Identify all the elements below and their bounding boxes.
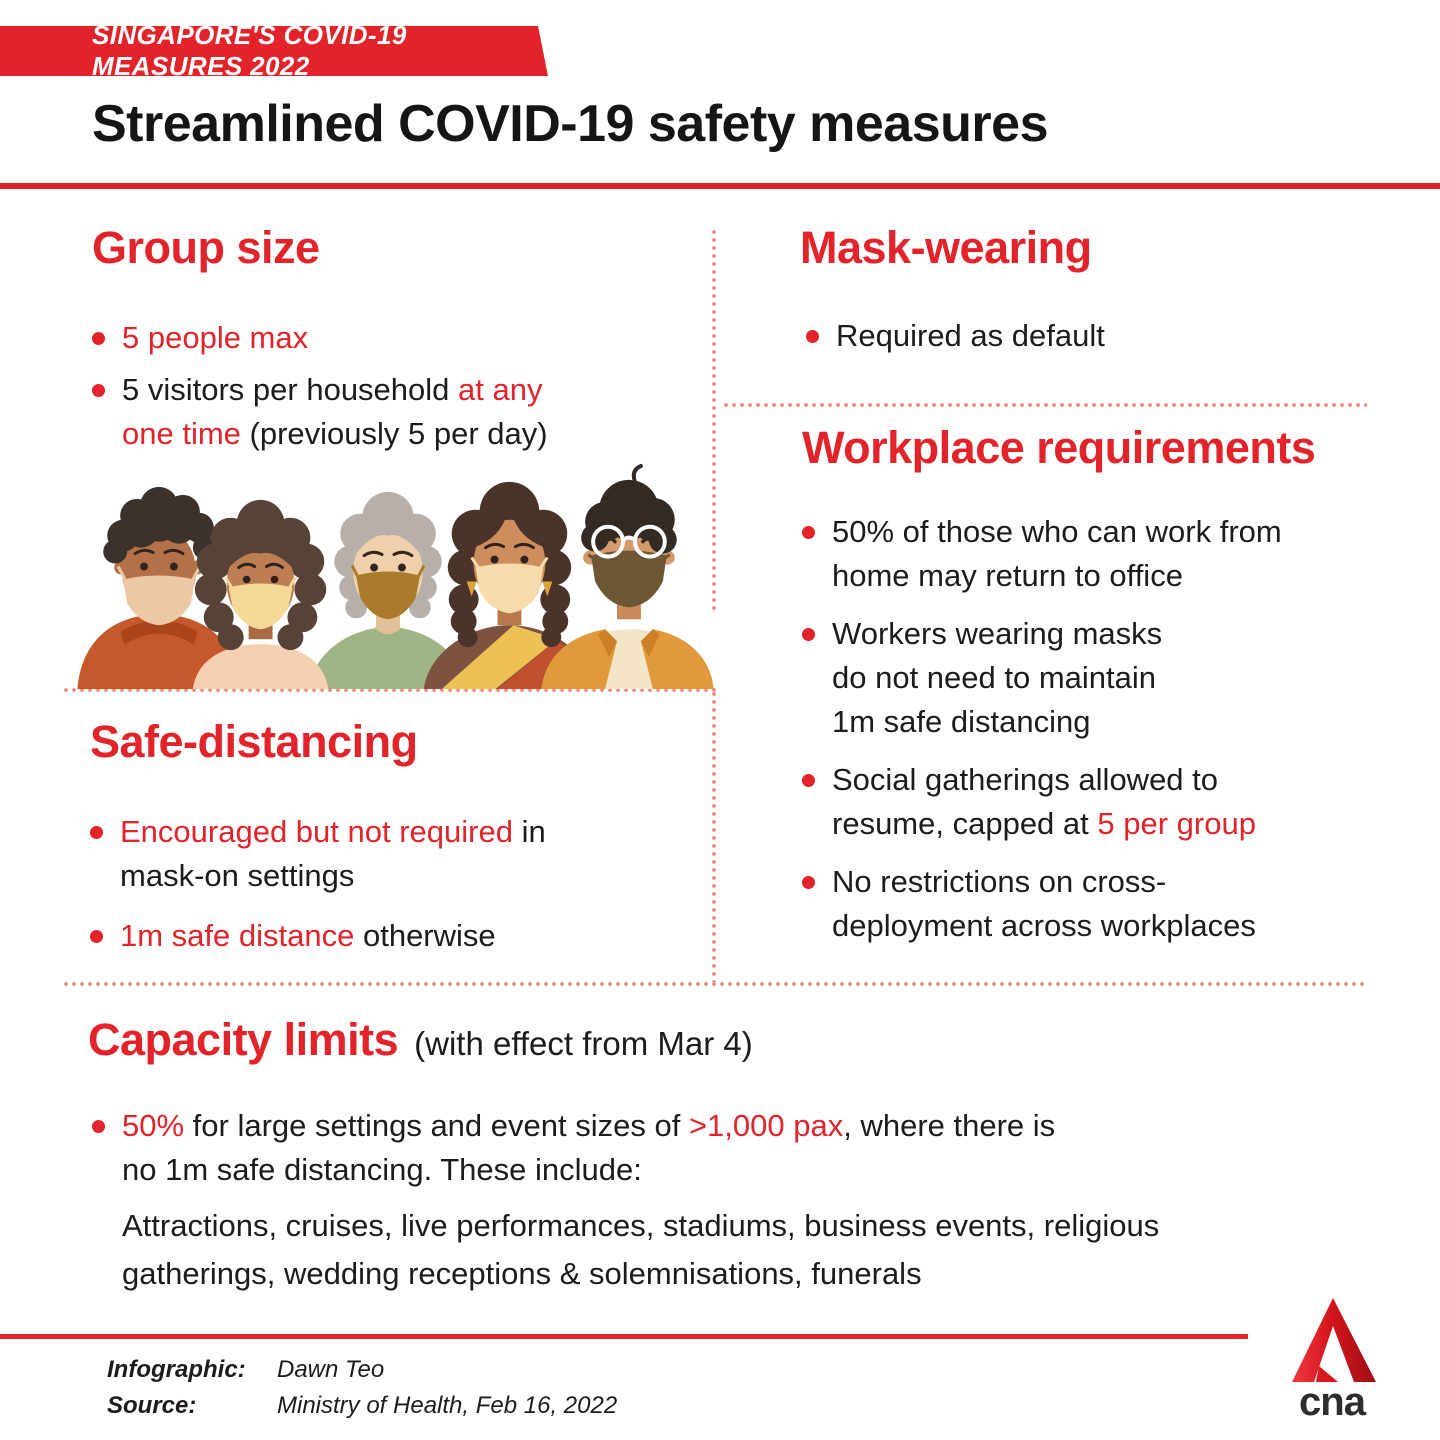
- workplace-bullet-list: 50% of those who can work from home may …: [802, 510, 1382, 948]
- earring: [542, 581, 553, 597]
- bullet-dot-icon: [92, 384, 105, 397]
- bullet-dot-icon: [92, 332, 105, 345]
- face-mask: [591, 550, 667, 608]
- bullet-text: Required as default: [836, 318, 1105, 353]
- person-1-masked-man: [77, 486, 241, 689]
- bullet-item: 50% for large settings and event sizes o…: [92, 1104, 1312, 1192]
- person-5-masked-man-glasses: [541, 463, 714, 689]
- jacket-right: [640, 629, 714, 689]
- bullet-item: 50% of those who can work from home may …: [802, 510, 1382, 598]
- safe-distancing-bullet-list: Encouraged but not required in mask-on s…: [90, 810, 710, 958]
- person-4-masked-woman-sari: [423, 481, 596, 689]
- left-section-divider-dotted: [62, 687, 718, 693]
- source-value: Ministry of Health, Feb 16, 2022: [277, 1392, 618, 1419]
- bullet-dot-icon: [90, 930, 103, 943]
- bullet-text: Workers wearing masks do not need to mai…: [832, 616, 1163, 739]
- top-banner: SINGAPORE'S COVID-19 MEASURES 2022: [0, 26, 548, 76]
- mask-wearing-heading: Mask-wearing: [800, 222, 1092, 273]
- bullet-dot-icon: [806, 330, 819, 343]
- column-divider-dotted-bottom: [711, 690, 717, 982]
- bullet-text: 50% of those who can work from home may …: [832, 514, 1282, 593]
- safe-distancing-heading: Safe-distancing: [90, 716, 418, 767]
- capacity-heading-row: Capacity limits (with effect from Mar 4): [88, 1014, 753, 1066]
- bullet-item: 5 visitors per household at any one time…: [92, 368, 672, 456]
- bullet-item: Encouraged but not required in mask-on s…: [90, 810, 710, 898]
- bullet-dot-icon: [802, 628, 815, 641]
- group-size-bullet-list: 5 people max 5 visitors per household at…: [92, 316, 672, 456]
- cna-logo-mark: [1292, 1298, 1376, 1382]
- infographic-credit-value: Dawn Teo: [277, 1356, 385, 1383]
- bullet-dot-icon: [802, 876, 815, 889]
- bullet-item: Workers wearing masks do not need to mai…: [802, 612, 1382, 744]
- person-3-masked-elderly-woman: [308, 491, 468, 689]
- person-2-masked-woman: [192, 499, 329, 689]
- cna-logo: cna: [1292, 1298, 1376, 1422]
- capacity-bullet-list: 50% for large settings and event sizes o…: [92, 1104, 1312, 1192]
- bullet-item: Required as default: [806, 314, 1346, 358]
- bullet-item: No restrictions on cross- deployment acr…: [802, 860, 1382, 948]
- capacity-detail-text: Attractions, cruises, live performances,…: [122, 1208, 1160, 1291]
- group-size-heading: Group size: [92, 222, 320, 273]
- right-section-divider-dotted: [722, 402, 1367, 408]
- workplace-heading: Workplace requirements: [802, 422, 1316, 473]
- cna-logo-text: cna: [1299, 1380, 1367, 1422]
- face-mask: [123, 575, 195, 626]
- capacity-heading: Capacity limits: [88, 1014, 399, 1065]
- face-mask: [475, 563, 544, 614]
- bullet-text: Encouraged but not required in mask-on s…: [120, 814, 546, 893]
- bullet-item: 5 people max: [92, 316, 672, 360]
- face-mask: [228, 583, 293, 630]
- bullet-dot-icon: [90, 826, 103, 839]
- bullet-text: 5 people max: [122, 320, 309, 355]
- bullet-dot-icon: [92, 1120, 105, 1133]
- title-divider-rule: [0, 183, 1440, 189]
- page-title: Streamlined COVID-19 safety measures: [92, 95, 1048, 153]
- bullet-text: 5 visitors per household at any one time…: [122, 372, 548, 451]
- footer-divider-rule: [0, 1334, 1248, 1339]
- source-label: Source:: [107, 1392, 197, 1419]
- face-mask: [356, 571, 420, 620]
- bullet-item: Social gatherings allowed to resume, cap…: [802, 758, 1382, 846]
- bullet-text: 50% for large settings and event sizes o…: [122, 1108, 1056, 1187]
- bullet-text: No restrictions on cross- deployment acr…: [832, 864, 1256, 943]
- bullet-dot-icon: [802, 774, 815, 787]
- sari-sash: [441, 625, 558, 689]
- credits: Infographic: Dawn Teo Source: Ministry o…: [107, 1356, 617, 1420]
- jacket-left: [541, 629, 618, 689]
- column-divider-dotted-top: [711, 228, 717, 614]
- glasses: [591, 524, 667, 559]
- infographic-credit-label: Infographic:: [107, 1356, 246, 1383]
- banner-label: SINGAPORE'S COVID-19 MEASURES 2022: [92, 20, 407, 81]
- group-illustration: [77, 463, 714, 689]
- full-width-divider-dotted: [62, 981, 1367, 987]
- bullet-text: Social gatherings allowed to resume, cap…: [832, 762, 1256, 841]
- earring: [466, 581, 477, 597]
- mask-wearing-bullet-list: Required as default: [806, 314, 1346, 358]
- bullet-dot-icon: [802, 526, 815, 539]
- bullet-item: 1m safe distance otherwise: [90, 914, 710, 958]
- bullet-text: 1m safe distance otherwise: [120, 918, 496, 953]
- capacity-heading-note: (with effect from Mar 4): [414, 1025, 753, 1062]
